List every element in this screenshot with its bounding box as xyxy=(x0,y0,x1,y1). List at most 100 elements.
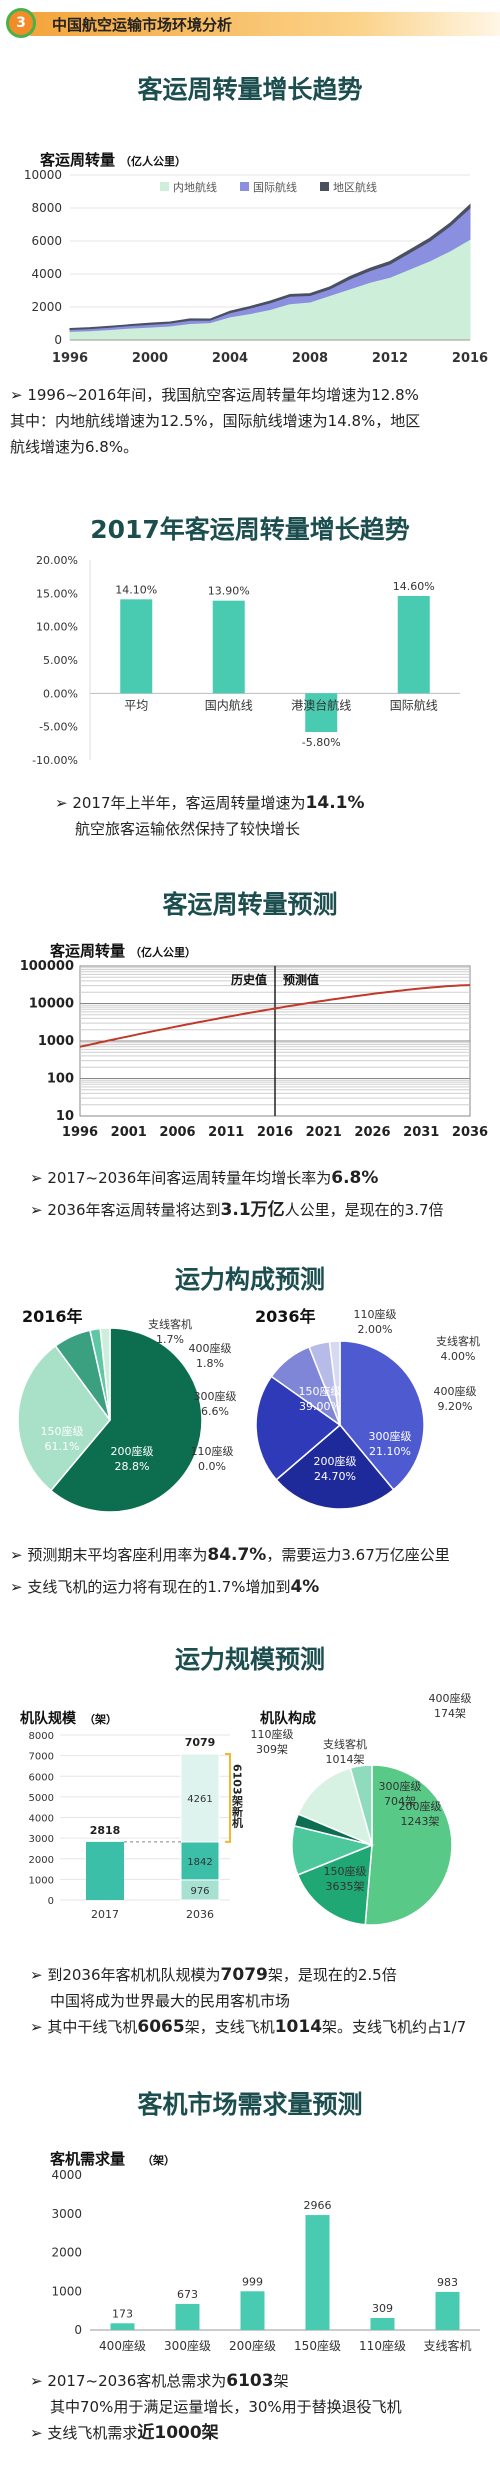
growth-bar xyxy=(120,599,153,694)
note-1-line2: 其中：内地航线增速为12.5%，国际航线增速为14.8%，地区 xyxy=(10,412,421,430)
section-badge: 3 xyxy=(6,8,36,38)
growth-bar xyxy=(397,596,430,694)
forecast-annot-history: 历史值 xyxy=(231,972,267,987)
note-forecast: ➢ 2017~2036年间客运周转量年均增长率为6.8% ➢ 2036年客运周转… xyxy=(30,1168,444,1220)
note-5-post: ，需要运力3.67万亿座公里 xyxy=(266,1546,450,1564)
fleet-bar-2017 xyxy=(86,1841,124,1900)
forecast-xtick: 2006 xyxy=(159,1125,195,1140)
note-8-value2: 1014 xyxy=(274,2017,323,2037)
fleet-pie-slice xyxy=(297,1767,374,1847)
demand-ytick: 4000 xyxy=(51,2168,82,2182)
demand-bar-value: 309 xyxy=(372,2302,393,2315)
forecast-annot-forecast: 预测值 xyxy=(283,972,319,987)
note-2-value: 14.1% xyxy=(305,793,365,813)
note-8-pre: 其中干线飞机 xyxy=(47,2018,138,2036)
note-9-post: 架 xyxy=(273,2372,289,2390)
pie-2036-value: 2.00% xyxy=(358,1323,393,1336)
pie-2016-title: 2016年 xyxy=(22,1307,83,1326)
fleet-pie-label: 200座级 xyxy=(399,1799,442,1813)
pie-2036-title: 2036年 xyxy=(255,1307,316,1326)
header-title: 中国航空运输市场环境分析 xyxy=(52,16,233,34)
note-2017-growth: ➢ 2017年上半年，客运周转量增速为14.1% 航空旅客运输依然保持了较快增长 xyxy=(55,793,365,838)
demand-bar-value: 983 xyxy=(437,2276,458,2289)
demand-xtick: 200座级 xyxy=(229,2338,276,2353)
fleet-pie-value: 704架 xyxy=(384,1795,416,1808)
fleet-ytick: 1000 xyxy=(29,1875,54,1886)
forecast-ytick: 10 xyxy=(56,1109,74,1124)
growth-chart-ytick: 0.00% xyxy=(43,687,78,700)
demand-bar xyxy=(435,2291,460,2330)
pie-2016-label: 400座级 xyxy=(189,1341,232,1355)
note-2-pre: 2017年上半年，客运周转量增速为 xyxy=(72,794,306,812)
pie-2016-value: 0.0% xyxy=(198,1460,226,1473)
forecast-xtick: 2016 xyxy=(257,1125,293,1140)
growth-chart-ytick: 20.00% xyxy=(36,554,78,567)
area-chart-ytick: 10000 xyxy=(24,168,62,182)
fleet-xtick: 2036 xyxy=(186,1908,214,1921)
forecast-chart-yunit: （亿人公里） xyxy=(130,945,196,959)
area-chart-xtick: 2008 xyxy=(292,351,328,366)
fleet-pie-value: 1243架 xyxy=(401,1815,440,1828)
demand-ytick: 3000 xyxy=(51,2207,82,2221)
note-7-post: 架，是现在的2.5倍 xyxy=(267,1966,397,1984)
forecast-xtick: 2021 xyxy=(306,1125,342,1140)
area-legend-label: 国际航线 xyxy=(253,180,297,194)
demand-bar xyxy=(110,2323,135,2330)
header-bar: 中国航空运输市场环境分析 xyxy=(30,12,500,36)
demand-chart-yunit: （架） xyxy=(142,2153,175,2167)
growth-bar xyxy=(305,693,338,732)
pie-2016-label: 150座级 xyxy=(41,1424,84,1438)
fleet-ytick: 6000 xyxy=(29,1772,54,1783)
title-turnover-forecast: 客运周转量预测 xyxy=(162,890,338,919)
fleet-pie-title: 机队构成 xyxy=(260,1710,316,1727)
title-passenger-turnover-trend: 客运周转量增长趋势 xyxy=(137,75,363,104)
demand-bar-value: 2966 xyxy=(304,2199,332,2212)
note-9-pre: 2017~2036客机总需求为 xyxy=(47,2372,227,2390)
pie-2036-slice xyxy=(328,1340,341,1426)
note-4-value: 3.1万亿 xyxy=(220,1200,285,1220)
fleet-pie-value: 174架 xyxy=(434,1707,466,1720)
growth-bar-category: 国际航线 xyxy=(390,697,438,712)
growth-bar-value: -5.80% xyxy=(302,736,341,749)
note-7-line2: 中国将成为世界最大的民用客机市场 xyxy=(50,1992,291,2010)
note-10-value: 近1000架 xyxy=(137,2423,219,2443)
area-chart-xtick: 2016 xyxy=(452,351,488,366)
pie-2016-value: 1.7% xyxy=(156,1333,184,1346)
forecast-xtick: 2011 xyxy=(208,1125,244,1140)
area-legend-label: 地区航线 xyxy=(333,180,377,194)
note-demand: ➢ 2017~2036客机总需求为6103架 其中70%用于满足运量增长，30%… xyxy=(30,2371,402,2443)
demand-bar-value: 999 xyxy=(242,2275,263,2288)
area-legend-swatch xyxy=(320,182,329,191)
forecast-ytick: 10000 xyxy=(29,997,74,1012)
fleet-ytick: 5000 xyxy=(29,1793,54,1804)
pie-charts-capacity: 2016年 150座级 61.1% 200座级 28.8% 300座级 6.6% 400座级 1… xyxy=(17,1307,480,1513)
demand-xtick: 400座级 xyxy=(99,2338,146,2353)
note-7-pre: 到2036年客机机队规模为 xyxy=(47,1966,221,1984)
pie-2036-label: 110座级 xyxy=(354,1307,397,1321)
note-1-line1: 1996~2016年间，我国航空客运周转量年均增速为12.8% xyxy=(27,386,419,404)
growth-bar-category: 港澳台航线 xyxy=(291,697,351,712)
pie-2036-label: 400座级 xyxy=(434,1384,477,1398)
pie-2036-value: 24.70% xyxy=(314,1470,356,1483)
fleet-xtick: 2017 xyxy=(91,1908,119,1921)
growth-bar-value: 13.90% xyxy=(208,585,250,598)
area-legend-swatch xyxy=(240,182,249,191)
note-6-pre: 支线飞机的运力将有现在的1.7%增加到 xyxy=(27,1578,291,1596)
fleet-total-2036: 7079 xyxy=(185,1736,216,1749)
demand-bar-value: 173 xyxy=(112,2307,133,2320)
fleet-ytick: 2000 xyxy=(29,1855,54,1866)
fleet-pie-label: 110座级 xyxy=(251,1727,294,1741)
fleet-ytick: 0 xyxy=(48,1896,54,1907)
area-chart-xtick: 2012 xyxy=(372,351,408,366)
area-legend-label: 内地航线 xyxy=(173,180,217,194)
pie-2036-label: 200座级 xyxy=(314,1454,357,1468)
note-5-pre: 预测期末平均客座利用率为 xyxy=(27,1546,208,1564)
pie-2036-label: 300座级 xyxy=(369,1429,412,1443)
pie-2016-label: 支线客机 xyxy=(148,1317,192,1331)
demand-bar-value: 673 xyxy=(177,2288,198,2301)
area-chart-xtick: 2000 xyxy=(132,351,168,366)
note-9-line2: 其中70%用于满足运量增长，30%用于替换退役飞机 xyxy=(50,2398,402,2416)
pie-2016-value: 1.8% xyxy=(196,1357,224,1370)
growth-bar-value: 14.10% xyxy=(115,583,157,596)
